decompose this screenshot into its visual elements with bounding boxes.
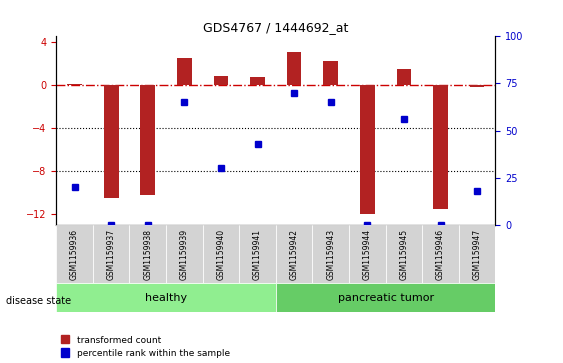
Bar — [470, 85, 484, 87]
FancyBboxPatch shape — [422, 225, 459, 283]
FancyBboxPatch shape — [349, 225, 386, 283]
FancyBboxPatch shape — [386, 225, 422, 283]
Text: GSM1159941: GSM1159941 — [253, 229, 262, 280]
FancyBboxPatch shape — [56, 225, 93, 283]
Text: GSM1159942: GSM1159942 — [290, 229, 298, 280]
Text: pancreatic tumor: pancreatic tumor — [338, 293, 434, 303]
Bar — [287, 53, 302, 85]
FancyBboxPatch shape — [276, 283, 495, 312]
Text: GSM1159946: GSM1159946 — [436, 229, 445, 280]
Text: GSM1159936: GSM1159936 — [70, 229, 79, 280]
Bar — [250, 77, 265, 85]
Bar — [323, 61, 338, 85]
Text: GSM1159947: GSM1159947 — [473, 229, 481, 280]
Text: GSM1159943: GSM1159943 — [327, 229, 335, 280]
Text: GSM1159940: GSM1159940 — [217, 229, 225, 280]
FancyBboxPatch shape — [166, 225, 203, 283]
Bar — [68, 84, 82, 85]
FancyBboxPatch shape — [459, 225, 495, 283]
FancyBboxPatch shape — [129, 225, 166, 283]
Bar — [434, 85, 448, 209]
FancyBboxPatch shape — [239, 225, 276, 283]
Text: healthy: healthy — [145, 293, 187, 303]
FancyBboxPatch shape — [203, 225, 239, 283]
Text: disease state: disease state — [6, 296, 71, 306]
FancyBboxPatch shape — [276, 225, 312, 283]
FancyBboxPatch shape — [56, 283, 276, 312]
Bar — [397, 69, 412, 85]
Text: GSM1159938: GSM1159938 — [144, 229, 152, 280]
Text: GSM1159939: GSM1159939 — [180, 229, 189, 280]
FancyBboxPatch shape — [312, 225, 349, 283]
FancyBboxPatch shape — [93, 225, 129, 283]
Text: GSM1159944: GSM1159944 — [363, 229, 372, 280]
Text: GSM1159945: GSM1159945 — [400, 229, 408, 280]
Title: GDS4767 / 1444692_at: GDS4767 / 1444692_at — [203, 21, 348, 34]
Bar — [104, 85, 118, 198]
Bar — [141, 85, 155, 195]
Bar — [360, 85, 375, 214]
Text: GSM1159937: GSM1159937 — [107, 229, 115, 280]
Bar — [177, 58, 191, 85]
Legend: transformed count, percentile rank within the sample: transformed count, percentile rank withi… — [61, 336, 230, 359]
Bar — [213, 76, 229, 85]
